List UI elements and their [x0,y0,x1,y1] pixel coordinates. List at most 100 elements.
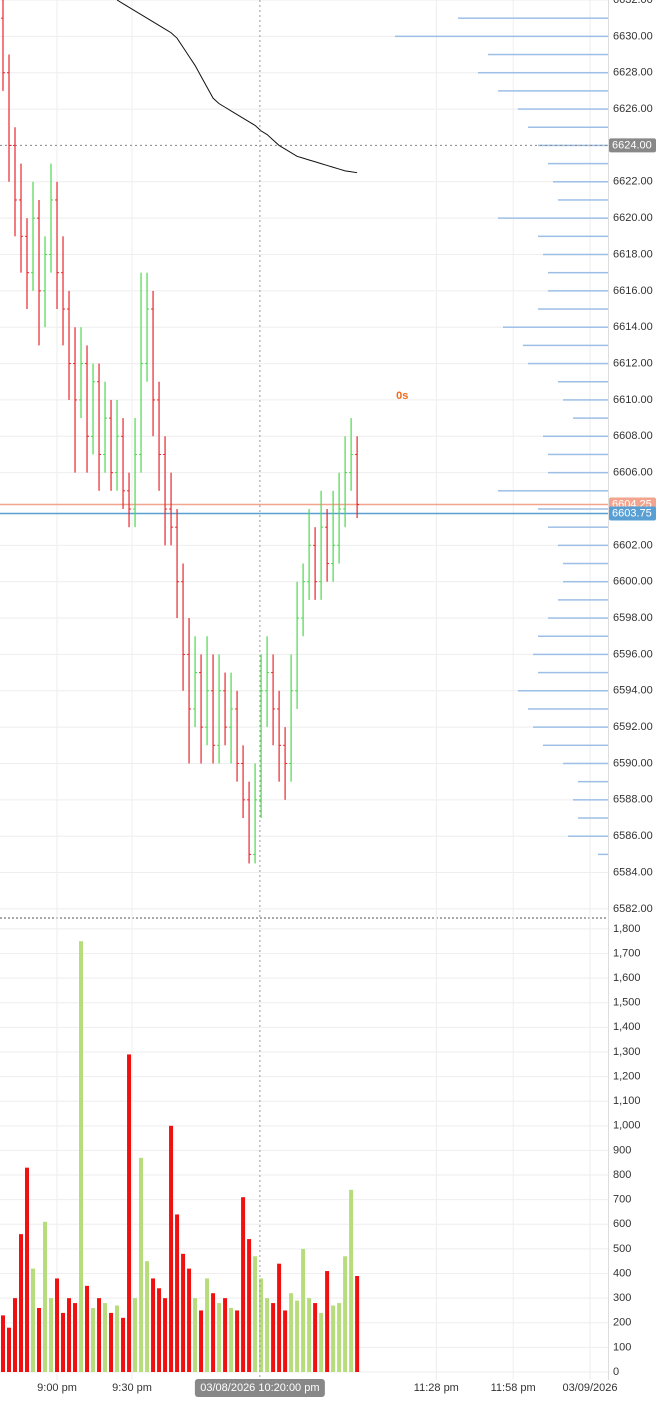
y-tick-label: 6608.00 [613,430,653,442]
profile-bar [533,653,608,656]
volume-bar [121,1317,126,1372]
volume-bar [265,1298,270,1372]
profile-bar [395,35,608,38]
volume-bar [313,1303,318,1372]
volume-bar [193,1298,198,1372]
profile-bar [598,853,608,856]
profile-bar [538,508,608,510]
profile-bar [558,380,608,383]
profile-bar [503,326,608,328]
volume-bar [307,1298,312,1372]
profile-bar [558,544,608,547]
profile-bar [518,108,608,110]
volume-bar [325,1271,330,1372]
profile-bar [498,90,608,92]
profile-bar [538,235,608,238]
x-tick-label: 9:00 pm [37,1382,77,1394]
volume-bar [19,1234,24,1372]
x-tick-label: 11:28 pm [414,1382,459,1394]
volume-bar [217,1303,222,1372]
volume-bar [223,1298,228,1372]
countdown-label: 0s [396,390,408,402]
profile-bar [548,526,608,528]
volume-bar [37,1307,42,1372]
volume-bar [151,1278,156,1372]
y-tick-label: 100 [613,1341,631,1353]
y-tick-label: 6594.00 [613,685,653,697]
volume-bar [91,1307,96,1372]
volume-bar [331,1305,336,1372]
volume-bar [211,1293,216,1372]
profile-bar [548,290,608,292]
y-tick-label: 700 [613,1194,631,1206]
profile-bar [538,671,608,674]
profile-bar [533,726,608,728]
volume-bar [199,1310,204,1372]
profile-bar [563,562,608,565]
y-tick-label: 6628.00 [613,67,653,79]
y-tick-label: 6614.00 [613,321,653,333]
volume-bar [229,1307,234,1372]
volume-bar [235,1310,240,1372]
y-tick-label: 1,000 [613,1120,641,1132]
volume-bar [175,1214,180,1372]
volume-bar [283,1310,288,1372]
volume-bar [271,1303,276,1372]
y-tick-label: 6618.00 [613,248,653,260]
profile-bar [548,617,608,619]
volume-bar [13,1298,18,1372]
price-label-box [609,506,656,521]
profile-bar [498,217,608,219]
price-label-box [609,138,656,153]
y-tick-label: 1,300 [613,1046,641,1058]
volume-bar [241,1197,246,1372]
profile-bar [528,362,608,365]
profile-bar [528,708,608,710]
profile-bar [548,271,608,274]
profile-bar [548,162,608,165]
volume-bar [343,1256,348,1372]
price-label: 6603.75 [612,507,652,519]
profile-bar [518,690,608,692]
y-tick-label: 200 [613,1317,631,1329]
y-tick-label: 6626.00 [613,103,653,115]
volume-bar [73,1303,78,1372]
volume-bar [319,1312,324,1372]
x-tick-label: 11:58 pm [491,1382,536,1394]
volume-bar [49,1298,54,1372]
volume-bar [337,1303,342,1372]
volume-bar [259,1278,264,1372]
x-tick-label: 03/09/2026 [562,1382,617,1394]
profile-bar [538,144,608,147]
y-tick-label: 6590.00 [613,757,653,769]
profile-bar [553,181,608,183]
y-tick-label: 6612.00 [613,357,653,369]
profile-bar [573,799,608,801]
volume-bar [127,1054,132,1372]
y-tick-label: 6598.00 [613,612,653,624]
profile-bar [528,126,608,128]
profile-bar [538,308,608,310]
y-tick-label: 6596.00 [613,648,653,660]
profile-bar [523,344,608,347]
profile-bar [543,253,608,256]
y-tick-label: 6600.00 [613,576,653,588]
grid [0,0,608,1380]
y-tick-label: 0 [613,1366,619,1378]
volume-bar [43,1221,48,1372]
volume-bar [109,1312,114,1372]
volume-bar [139,1157,144,1372]
y-tick-label: 1,400 [613,1021,641,1033]
y-tick-label: 900 [613,1144,631,1156]
profile-bar [563,399,608,401]
y-tick-label: 400 [613,1267,631,1279]
y-tick-label: 6582.00 [613,903,653,915]
volume-bar [289,1293,294,1372]
y-tick-label: 6616.00 [613,285,653,297]
volume-bar [277,1263,282,1372]
profile-bar [563,762,608,765]
volume-bar [301,1248,306,1372]
volume-bar [295,1300,300,1372]
y-tick-label: 6602.00 [613,539,653,551]
